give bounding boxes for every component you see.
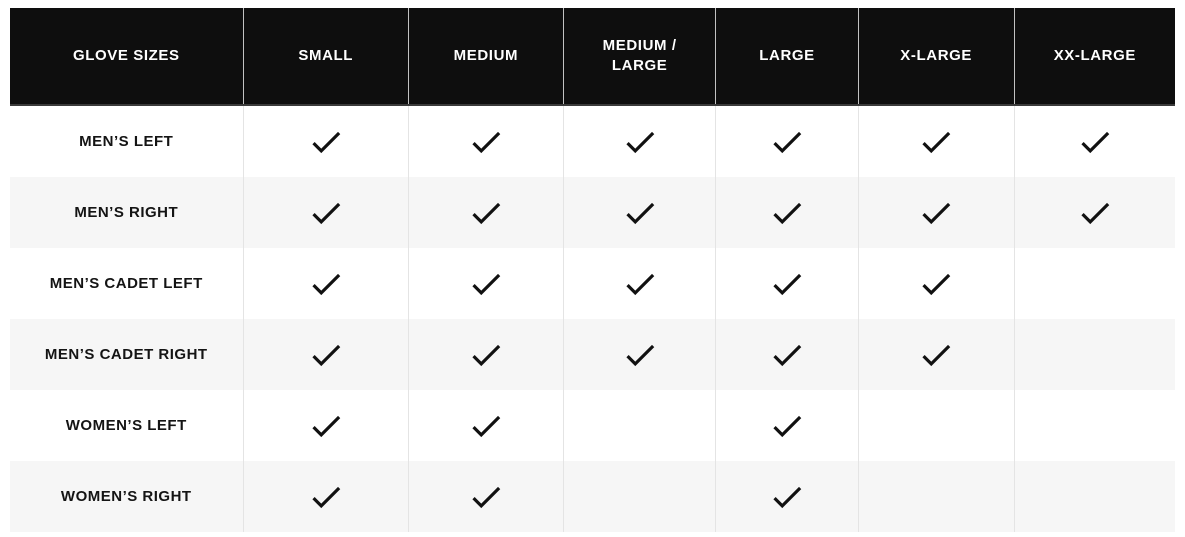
check-icon bbox=[768, 336, 806, 374]
table-row: MEN’S RIGHT bbox=[10, 177, 1175, 248]
check-icon bbox=[917, 123, 955, 161]
check-icon bbox=[621, 194, 659, 232]
check-icon bbox=[307, 407, 345, 445]
availability-cell-checked bbox=[407, 390, 564, 461]
availability-cell-checked bbox=[242, 319, 409, 390]
header-xx-large: XX-LARGE bbox=[1013, 8, 1175, 106]
table-row: MEN’S CADET RIGHT bbox=[10, 319, 1175, 390]
header-small: SMALL bbox=[242, 8, 409, 106]
availability-cell-empty bbox=[857, 390, 1015, 461]
table-row: WOMEN’S RIGHT bbox=[10, 461, 1175, 532]
check-icon bbox=[917, 336, 955, 374]
availability-cell-empty bbox=[1013, 390, 1175, 461]
size-table-body: MEN’S LEFT MEN’S RIGHT MEN’S CADET LEFT MEN… bbox=[10, 105, 1175, 532]
check-icon bbox=[467, 265, 505, 303]
header-row: GLOVE SIZES SMALL MEDIUM MEDIUM / LARGE … bbox=[10, 8, 1175, 106]
check-icon bbox=[917, 265, 955, 303]
check-icon bbox=[307, 336, 345, 374]
availability-cell-checked bbox=[857, 248, 1015, 319]
availability-cell-checked bbox=[407, 105, 564, 177]
availability-cell-checked bbox=[1013, 105, 1175, 177]
availability-cell-checked bbox=[562, 248, 716, 319]
table-row: WOMEN’S LEFT bbox=[10, 390, 1175, 461]
availability-cell-empty bbox=[857, 461, 1015, 532]
availability-cell-checked bbox=[407, 461, 564, 532]
availability-cell-empty bbox=[1013, 248, 1175, 319]
row-label: MEN’S RIGHT bbox=[74, 204, 179, 221]
header-medium: MEDIUM bbox=[407, 8, 564, 106]
check-icon bbox=[768, 265, 806, 303]
availability-cell-checked bbox=[242, 390, 409, 461]
availability-cell-checked bbox=[407, 319, 564, 390]
check-icon bbox=[621, 123, 659, 161]
header-glove-sizes: GLOVE SIZES bbox=[10, 8, 243, 106]
availability-cell-empty bbox=[562, 390, 716, 461]
check-icon bbox=[307, 194, 345, 232]
row-label: WOMEN’S LEFT bbox=[65, 417, 187, 434]
availability-cell-checked bbox=[562, 319, 716, 390]
availability-cell-checked bbox=[715, 177, 859, 248]
check-icon bbox=[768, 407, 806, 445]
check-icon bbox=[467, 194, 505, 232]
availability-cell-checked bbox=[857, 105, 1015, 177]
size-table-header: GLOVE SIZES SMALL MEDIUM MEDIUM / LARGE … bbox=[10, 8, 1175, 106]
check-icon bbox=[917, 194, 955, 232]
check-icon bbox=[307, 265, 345, 303]
table-row: MEN’S CADET LEFT bbox=[10, 248, 1175, 319]
availability-cell-checked bbox=[562, 177, 716, 248]
row-label: MEN’S CADET LEFT bbox=[49, 275, 203, 292]
availability-cell-empty bbox=[562, 461, 716, 532]
availability-cell-empty bbox=[1013, 319, 1175, 390]
check-icon bbox=[467, 407, 505, 445]
check-icon bbox=[307, 123, 345, 161]
size-table: GLOVE SIZES SMALL MEDIUM MEDIUM / LARGE … bbox=[10, 8, 1175, 532]
header-x-large: X-LARGE bbox=[857, 8, 1015, 106]
header-large: LARGE bbox=[715, 8, 859, 106]
availability-cell-checked bbox=[562, 105, 716, 177]
check-icon bbox=[621, 265, 659, 303]
availability-cell-checked bbox=[857, 177, 1015, 248]
row-label: MEN’S LEFT bbox=[79, 133, 174, 150]
availability-cell-checked bbox=[715, 319, 859, 390]
availability-cell-checked bbox=[242, 248, 409, 319]
availability-cell-checked bbox=[242, 177, 409, 248]
availability-cell-checked bbox=[715, 105, 859, 177]
header-medium-large: MEDIUM / LARGE bbox=[562, 8, 716, 106]
check-icon bbox=[467, 478, 505, 516]
availability-cell-checked bbox=[242, 105, 409, 177]
row-label: MEN’S CADET RIGHT bbox=[44, 346, 208, 363]
check-icon bbox=[467, 336, 505, 374]
table-row: MEN’S LEFT bbox=[10, 105, 1175, 177]
availability-cell-checked bbox=[715, 248, 859, 319]
check-icon bbox=[1076, 123, 1114, 161]
availability-cell-checked bbox=[715, 390, 859, 461]
glove-size-chart: GLOVE SIZES SMALL MEDIUM MEDIUM / LARGE … bbox=[10, 8, 1175, 532]
check-icon bbox=[768, 478, 806, 516]
check-icon bbox=[768, 194, 806, 232]
availability-cell-checked bbox=[407, 248, 564, 319]
check-icon bbox=[467, 123, 505, 161]
row-label: WOMEN’S RIGHT bbox=[60, 488, 192, 505]
availability-cell-empty bbox=[1013, 461, 1175, 532]
availability-cell-checked bbox=[857, 319, 1015, 390]
availability-cell-checked bbox=[715, 461, 859, 532]
availability-cell-checked bbox=[1013, 177, 1175, 248]
check-icon bbox=[307, 478, 345, 516]
check-icon bbox=[1076, 194, 1114, 232]
availability-cell-checked bbox=[407, 177, 564, 248]
availability-cell-checked bbox=[242, 461, 409, 532]
check-icon bbox=[768, 123, 806, 161]
check-icon bbox=[621, 336, 659, 374]
